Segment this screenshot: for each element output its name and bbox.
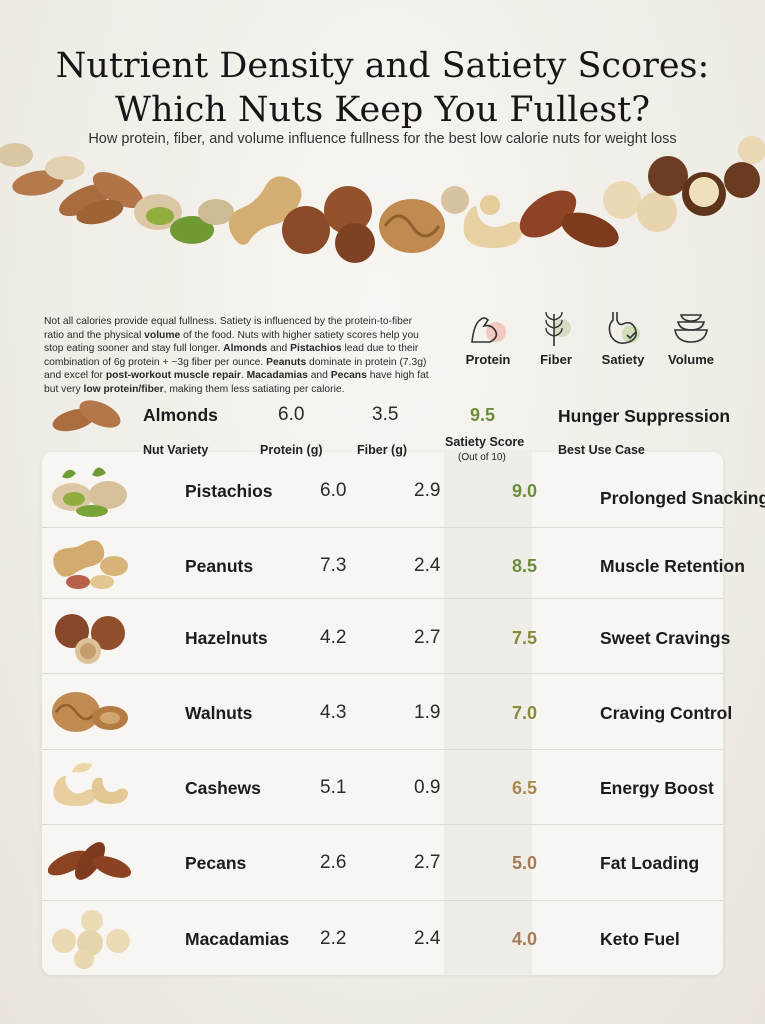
header-satiety-score: Satiety Score xyxy=(445,435,525,449)
pistachio-icon xyxy=(134,194,234,244)
best-use-case: Fat Loading xyxy=(600,853,700,873)
protein-value: 4.2 xyxy=(320,627,347,648)
best-use-case: Prolonged Snacking xyxy=(600,488,765,508)
satiety-score: 5.0 xyxy=(512,853,538,873)
best-use-case: Keto Fuel xyxy=(600,929,680,949)
peanut-icon xyxy=(53,540,128,589)
cashew-icon xyxy=(463,195,523,248)
best-use-case: Craving Control xyxy=(600,703,733,723)
protein-value: 6.0 xyxy=(320,480,347,501)
best-use-case: Sweet Cravings xyxy=(600,628,731,648)
comparison-table-panel xyxy=(42,452,723,975)
nut-name: Macadamias xyxy=(185,929,290,949)
nut-banner-illustration xyxy=(0,136,765,263)
nut-name: Pecans xyxy=(185,853,247,873)
page-subtitle: How protein, fiber, and volume influence… xyxy=(88,131,677,147)
page-title: Nutrient Density and Satiety Scores: Whi… xyxy=(0,44,765,132)
fiber-value: 1.9 xyxy=(414,702,441,723)
header-best-use-case: Best Use Case xyxy=(558,443,645,457)
table-row-pecans: Pecans 2.6 2.7 5.0 Fat Loading xyxy=(42,825,723,900)
table-row-cashews: Cashews 5.1 0.9 6.5 Energy Boost xyxy=(42,750,723,825)
legend-satiety: Satiety xyxy=(587,308,659,367)
legend-protein: Protein xyxy=(452,308,524,367)
nut-name: Hazelnuts xyxy=(185,628,268,648)
almond-icon xyxy=(52,400,121,432)
fiber-value: 2.4 xyxy=(414,928,441,949)
nut-name: Peanuts xyxy=(185,556,254,576)
table-row-macadamias: Macadamias 2.2 2.4 4.0 Keto Fuel xyxy=(42,901,723,976)
fiber-value: 2.9 xyxy=(414,480,441,501)
peanut-icon xyxy=(228,176,302,245)
pistachio-icon xyxy=(52,467,127,517)
macadamia-icon xyxy=(603,136,765,232)
protein-value: 2.2 xyxy=(320,928,347,949)
table-row-almonds: Almonds 6.0 3.5 9.5 Hunger Suppression xyxy=(0,392,765,438)
hazelnut-icon xyxy=(282,186,375,263)
nut-name: Almonds xyxy=(143,405,218,425)
pecan-icon xyxy=(519,190,619,248)
satiety-score: 4.0 xyxy=(512,929,538,949)
header-nut-variety: Nut Variety xyxy=(143,443,209,457)
table-header: Nut Variety Protein (g) Fiber (g) Satiet… xyxy=(0,435,765,467)
nut-name: Walnuts xyxy=(185,703,253,723)
best-use-case: Hunger Suppression xyxy=(558,406,731,426)
satiety-column-highlight xyxy=(444,452,532,975)
header-protein: Protein (g) xyxy=(260,443,323,457)
best-use-case: Muscle Retention xyxy=(600,556,745,576)
table-row-peanuts: Peanuts 7.3 2.4 8.5 Muscle Retention xyxy=(42,528,745,603)
legend-fiber: Fiber xyxy=(520,308,592,367)
intro-paragraph: Not all calories provide equal fullness.… xyxy=(44,316,429,395)
protein-value: 5.1 xyxy=(320,777,347,798)
row-divider xyxy=(42,527,723,528)
header-satiety-scale: (Out of 10) xyxy=(458,452,506,463)
wheat-icon xyxy=(545,311,571,346)
legend-volume: Volume xyxy=(655,308,727,367)
fiber-value: 3.5 xyxy=(372,404,399,425)
protein-value: 2.6 xyxy=(320,852,347,873)
row-divider xyxy=(42,598,723,599)
table-row-pistachios: Pistachios 6.0 2.9 9.0 Prolonged Snackin… xyxy=(42,453,765,528)
pecan-icon xyxy=(48,842,132,880)
fiber-value: 2.7 xyxy=(414,852,441,873)
protein-value: 7.3 xyxy=(320,555,347,576)
walnut-icon xyxy=(52,692,128,732)
flexed-arm-icon xyxy=(471,317,506,343)
row-divider xyxy=(42,900,723,901)
hazelnut-icon xyxy=(55,614,125,664)
best-use-case: Energy Boost xyxy=(600,778,714,798)
fiber-value: 0.9 xyxy=(414,777,441,798)
row-divider xyxy=(42,749,723,750)
satiety-score: 7.5 xyxy=(512,628,538,648)
satiety-score: 9.5 xyxy=(470,405,496,425)
table-row-walnuts: Walnuts 4.3 1.9 7.0 Craving Control xyxy=(42,674,732,749)
satiety-score: 9.0 xyxy=(512,481,538,501)
macadamia-icon xyxy=(52,910,130,969)
row-divider xyxy=(42,673,723,674)
satiety-score: 7.0 xyxy=(512,703,538,723)
fiber-value: 2.7 xyxy=(414,627,441,648)
header-fiber: Fiber (g) xyxy=(357,443,407,457)
cashew-icon xyxy=(53,763,128,806)
satiety-score: 8.5 xyxy=(512,556,538,576)
nutrient-legend: Protein Fiber Satiety Volume xyxy=(452,308,732,378)
bowls-icon xyxy=(674,314,708,343)
title-line-2: Which Nuts Keep You Fullest? xyxy=(115,90,650,130)
title-line-1: Nutrient Density and Satiety Scores: xyxy=(55,46,710,86)
row-divider xyxy=(42,824,723,825)
nut-name: Pistachios xyxy=(185,481,273,501)
almond-icon xyxy=(0,143,144,225)
stomach-check-icon xyxy=(608,312,640,344)
protein-value: 4.3 xyxy=(320,702,347,723)
walnut-icon xyxy=(379,186,469,253)
protein-value: 6.0 xyxy=(278,404,305,425)
satiety-score: 6.5 xyxy=(512,778,538,798)
table-row-hazelnuts: Hazelnuts 4.2 2.7 7.5 Sweet Cravings xyxy=(42,599,730,674)
fiber-value: 2.4 xyxy=(414,555,441,576)
nut-name: Cashews xyxy=(185,778,261,798)
